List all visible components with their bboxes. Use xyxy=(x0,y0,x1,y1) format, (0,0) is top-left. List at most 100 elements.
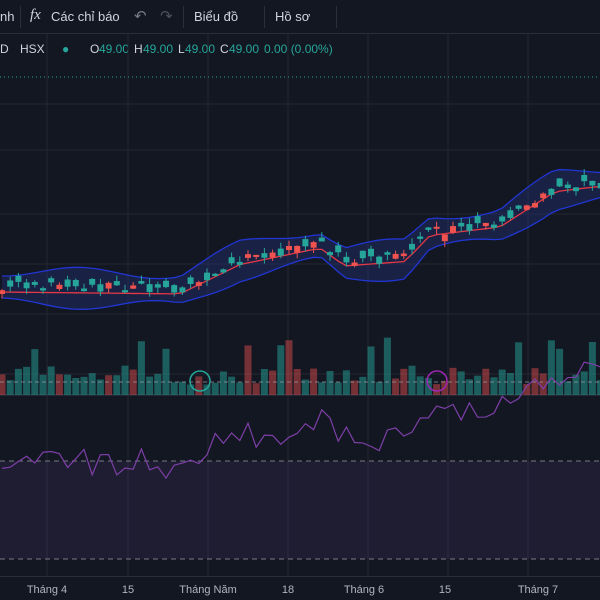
volume-bar xyxy=(326,371,334,395)
volume-bar xyxy=(105,375,113,395)
candle-body xyxy=(212,273,219,276)
separator xyxy=(20,6,21,28)
candle-body xyxy=(441,234,448,242)
volume-bar xyxy=(334,382,342,395)
candle-body xyxy=(236,261,243,265)
volume-bar xyxy=(170,382,178,395)
volume-bar xyxy=(408,365,416,395)
volume-bar xyxy=(23,366,31,395)
candle-body xyxy=(589,180,596,186)
volume-bar xyxy=(383,337,391,395)
bollinger-lower xyxy=(1,197,600,310)
candle-body xyxy=(466,224,473,231)
chart-button[interactable]: Biểu đồ xyxy=(194,9,239,24)
volume-bar xyxy=(203,384,211,395)
candle-body xyxy=(245,254,251,258)
volume-bar xyxy=(187,384,195,395)
change-value: 0.00 (0.00%) xyxy=(264,42,333,56)
candle-body xyxy=(40,288,46,291)
time-label: 15 xyxy=(121,584,135,596)
open-value: 49.00 xyxy=(99,42,130,56)
volume-bar xyxy=(31,349,39,395)
menu-item[interactable]: nh xyxy=(0,9,15,24)
candle-body xyxy=(499,216,506,222)
volume-bar xyxy=(474,375,482,395)
volume-bar xyxy=(228,376,236,395)
event-marker xyxy=(426,370,448,392)
candle-body xyxy=(179,287,186,293)
volume-bar xyxy=(539,373,547,395)
profile-button[interactable]: Hồ sơ xyxy=(275,9,311,24)
candle-body xyxy=(548,188,555,195)
separator xyxy=(336,6,337,28)
volume-bar xyxy=(55,374,63,395)
candle-body xyxy=(277,248,284,256)
moving-average xyxy=(1,185,600,295)
volume-bar xyxy=(0,374,6,395)
candle-body xyxy=(138,281,145,284)
candle-body xyxy=(0,290,5,294)
volume-bar xyxy=(351,380,359,395)
volume-bar xyxy=(236,382,244,395)
bollinger-fill xyxy=(2,169,600,310)
volume-bar xyxy=(342,370,350,395)
candle-body xyxy=(228,257,235,264)
low-label: L xyxy=(178,42,185,56)
candle-body xyxy=(327,252,333,256)
volume-bar xyxy=(80,376,88,395)
candle-body xyxy=(376,256,383,264)
volume-bar xyxy=(211,382,219,395)
candle-body xyxy=(392,253,399,259)
candle-body xyxy=(195,282,202,286)
candle-body xyxy=(573,187,579,192)
candle-body xyxy=(187,277,194,284)
volume-bar xyxy=(506,372,514,395)
candle-body xyxy=(556,178,563,187)
volume-bar xyxy=(72,377,80,395)
redo-button[interactable]: ↷ xyxy=(160,8,173,25)
undo-button[interactable]: ↶ xyxy=(134,8,147,25)
candle-body xyxy=(425,227,432,230)
volume-bar xyxy=(523,383,531,395)
candle-body xyxy=(458,222,465,227)
candle-body xyxy=(302,239,309,247)
time-axis: Tháng 4 15 Tháng Năm 18 Tháng 6 15 Tháng 7 xyxy=(0,576,600,600)
time-label: 18 xyxy=(281,584,295,596)
chart-area xyxy=(0,34,600,576)
indicator-icon[interactable]: fx xyxy=(30,7,41,23)
candle-body xyxy=(343,256,350,263)
indicators-button[interactable]: Các chỉ báo xyxy=(51,9,120,24)
candle-body xyxy=(597,182,600,189)
candle-body xyxy=(335,245,342,253)
candle-body xyxy=(15,275,22,282)
close-value: 49.00 xyxy=(229,42,260,56)
volume-bar xyxy=(154,373,162,395)
volume-bar xyxy=(310,368,318,395)
volume-bar xyxy=(359,376,367,395)
toolbar: nh fx Các chỉ báo ↶ ↷ Biểu đồ Hồ sơ xyxy=(0,0,600,34)
high-value: 49.00 xyxy=(143,42,174,56)
candle-body xyxy=(491,224,497,228)
candle-body xyxy=(154,284,161,288)
candle-body xyxy=(523,205,530,210)
candle-body xyxy=(286,245,292,251)
candle-body xyxy=(253,254,260,257)
volume-bar xyxy=(121,365,129,395)
candle-body xyxy=(81,288,87,292)
status-dot: ● xyxy=(62,42,70,56)
candle-body xyxy=(482,222,489,227)
candle-body xyxy=(130,285,137,289)
candle-body xyxy=(113,281,120,286)
volume-bar xyxy=(301,379,309,395)
volume-bar xyxy=(318,382,326,395)
time-label: Tháng 6 xyxy=(343,584,385,596)
candle-body xyxy=(105,282,112,289)
volume-bar xyxy=(6,380,14,395)
close-label: C xyxy=(220,42,229,56)
volume-bar xyxy=(269,370,277,395)
volume-bar xyxy=(597,380,600,395)
candle-body xyxy=(515,205,522,209)
volume-bar xyxy=(47,366,55,395)
candle-body xyxy=(261,253,268,258)
